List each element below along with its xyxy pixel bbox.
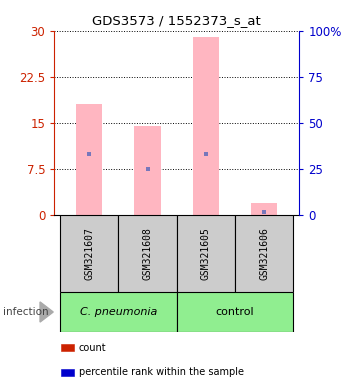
Text: GSM321607: GSM321607	[84, 227, 94, 280]
Text: GSM321605: GSM321605	[201, 227, 211, 280]
Text: GSM321608: GSM321608	[142, 227, 153, 280]
Bar	[235, 215, 293, 292]
Title: GDS3573 / 1552373_s_at: GDS3573 / 1552373_s_at	[92, 14, 261, 27]
Bar	[118, 215, 177, 292]
Bar	[134, 126, 161, 215]
Text: control: control	[216, 307, 254, 317]
Bar	[177, 292, 293, 332]
Bar	[60, 292, 177, 332]
Bar	[76, 104, 102, 215]
Bar	[177, 215, 235, 292]
Text: C. pneumonia: C. pneumonia	[80, 307, 157, 317]
Bar	[60, 215, 118, 292]
Text: count: count	[79, 343, 106, 353]
Text: percentile rank within the sample: percentile rank within the sample	[79, 367, 244, 377]
Polygon shape	[40, 302, 53, 322]
Text: infection: infection	[4, 307, 49, 317]
Bar	[193, 37, 219, 215]
Text: GSM321606: GSM321606	[259, 227, 269, 280]
Bar	[251, 203, 277, 215]
